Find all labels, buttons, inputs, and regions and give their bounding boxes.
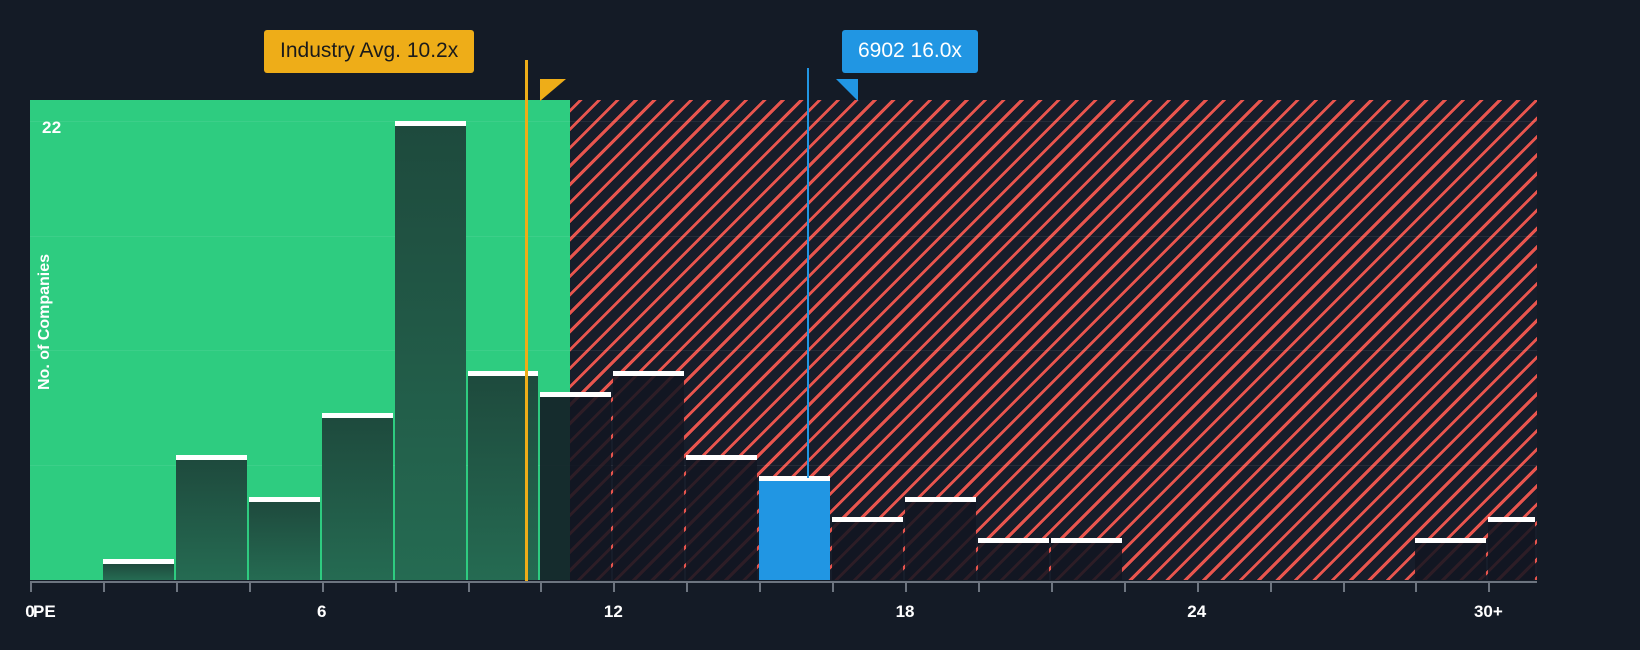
x-tick bbox=[1269, 581, 1272, 592]
x-tick bbox=[1196, 581, 1199, 592]
x-axis-prefix-label: PE bbox=[33, 602, 56, 621]
bar-body bbox=[1050, 543, 1122, 580]
y-axis-title: No. of Companies bbox=[36, 253, 53, 390]
x-tick bbox=[905, 581, 908, 592]
bar-cap bbox=[394, 120, 466, 126]
x-tick bbox=[686, 581, 689, 592]
bar[interactable] bbox=[175, 454, 247, 580]
x-tick bbox=[977, 581, 980, 592]
bar[interactable] bbox=[248, 496, 320, 580]
bar[interactable] bbox=[394, 120, 466, 580]
bar[interactable] bbox=[613, 371, 685, 580]
bar-cap bbox=[905, 496, 976, 502]
bar-body bbox=[102, 564, 174, 580]
company-marker-line bbox=[806, 68, 809, 478]
bar[interactable] bbox=[832, 517, 904, 580]
bar-cap bbox=[1488, 517, 1535, 523]
overvalued-region bbox=[570, 100, 1537, 580]
bar-cap bbox=[759, 475, 831, 481]
bar-cap bbox=[832, 517, 904, 523]
x-tick bbox=[613, 581, 616, 592]
x-axis-label: 18 bbox=[895, 602, 915, 621]
gridline bbox=[30, 465, 1537, 467]
bar-cap bbox=[321, 413, 393, 419]
industry-average-marker-line bbox=[524, 60, 528, 581]
bar-cap bbox=[102, 559, 174, 565]
bar[interactable] bbox=[321, 413, 393, 580]
x-tick bbox=[248, 581, 251, 592]
x-axis-label: 30+ bbox=[1473, 602, 1503, 621]
x-tick bbox=[102, 581, 105, 592]
x-axis-label: 24 bbox=[1187, 602, 1207, 621]
bar-cap bbox=[977, 538, 1049, 544]
bar-cap bbox=[175, 454, 247, 460]
bar-body bbox=[832, 522, 904, 580]
gridline bbox=[30, 350, 1537, 352]
bar[interactable] bbox=[1415, 538, 1487, 580]
bar-cap bbox=[613, 371, 685, 377]
max-value-label: 22 bbox=[42, 118, 62, 137]
bar-body bbox=[321, 418, 393, 580]
company-tooltip-pointer bbox=[836, 79, 858, 101]
bar[interactable] bbox=[905, 496, 976, 580]
x-tick bbox=[394, 581, 397, 592]
x-tick bbox=[467, 581, 470, 592]
x-axis-label: 6 bbox=[316, 602, 327, 621]
bar-cap bbox=[540, 392, 612, 398]
x-tick bbox=[1415, 581, 1418, 592]
industry-tooltip-pointer bbox=[540, 79, 566, 101]
bar-body bbox=[686, 459, 758, 580]
x-tick bbox=[30, 581, 32, 592]
bar[interactable] bbox=[759, 475, 831, 580]
bar-cap bbox=[467, 371, 539, 377]
bar-body bbox=[759, 480, 831, 580]
bar-body bbox=[905, 501, 976, 580]
bar-body bbox=[977, 543, 1049, 580]
x-tick bbox=[540, 581, 543, 592]
bar-cap bbox=[248, 496, 320, 502]
x-axis-label: 0 bbox=[25, 602, 35, 621]
x-tick bbox=[321, 581, 324, 592]
bar-body bbox=[613, 376, 685, 580]
bar-body bbox=[248, 501, 320, 580]
x-tick bbox=[832, 581, 835, 592]
x-tick bbox=[175, 581, 178, 592]
bar[interactable] bbox=[977, 538, 1049, 580]
x-tick bbox=[759, 581, 762, 592]
bar-body bbox=[1415, 543, 1487, 580]
bar-cap bbox=[1415, 538, 1487, 544]
bar[interactable] bbox=[1050, 538, 1122, 580]
x-tick bbox=[1488, 581, 1491, 592]
x-tick bbox=[1342, 581, 1345, 592]
bar[interactable] bbox=[102, 559, 174, 580]
x-axis-line bbox=[30, 581, 1537, 583]
bar-cap bbox=[1050, 538, 1122, 544]
company-tooltip[interactable]: 6902 16.0x bbox=[842, 30, 978, 73]
x-tick bbox=[1123, 581, 1126, 592]
bar-body bbox=[1488, 522, 1535, 580]
bar[interactable] bbox=[1488, 517, 1535, 580]
plot-area bbox=[30, 100, 1537, 580]
bar-body bbox=[175, 459, 247, 580]
gridline bbox=[30, 235, 1537, 237]
x-tick bbox=[1050, 581, 1053, 592]
industry-average-tooltip[interactable]: Industry Avg. 10.2x bbox=[264, 30, 475, 73]
bar[interactable] bbox=[540, 392, 612, 580]
bar-body bbox=[394, 125, 466, 580]
bar-body bbox=[540, 397, 612, 580]
bar-cap bbox=[686, 454, 758, 460]
gridline bbox=[30, 120, 1537, 122]
bar[interactable] bbox=[686, 454, 758, 580]
x-axis-label: 12 bbox=[603, 602, 623, 621]
